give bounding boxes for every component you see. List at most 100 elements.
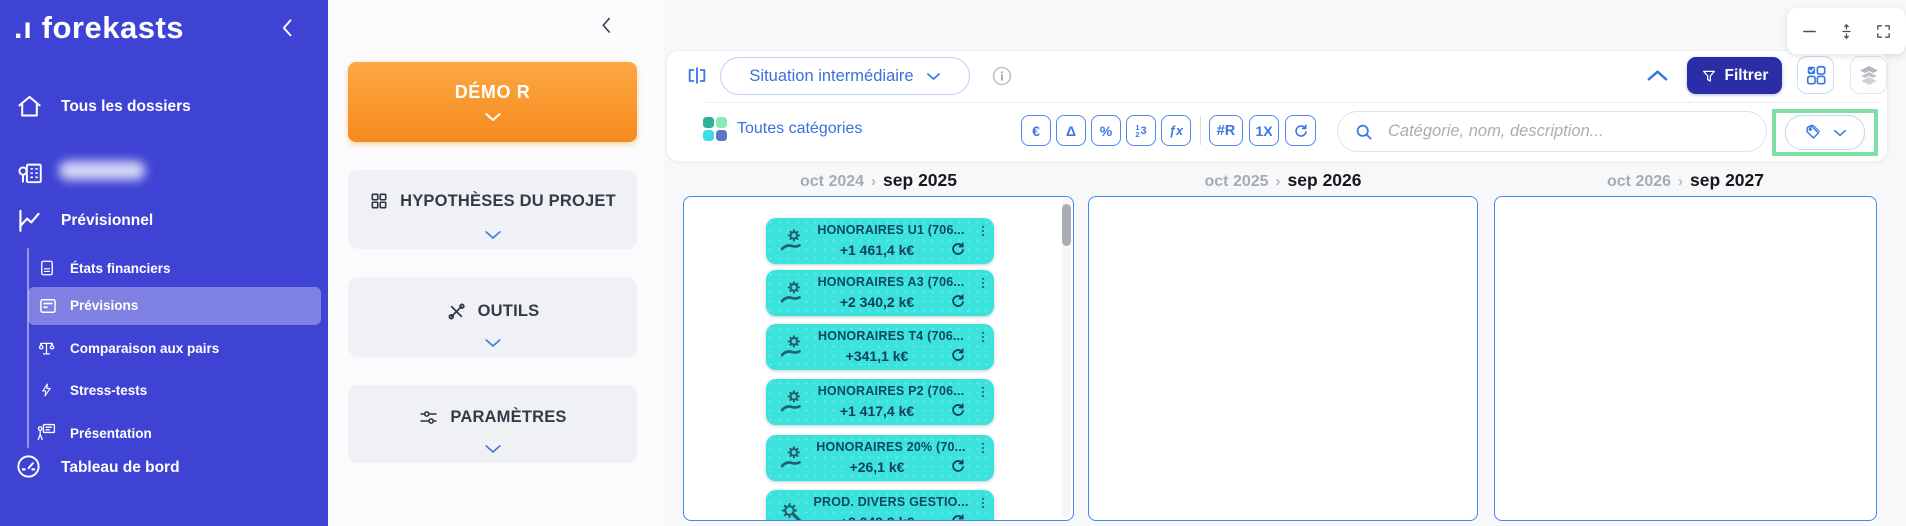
section-label: OUTILS [477, 302, 540, 320]
card-title: HONORAIRES P2 (706... [817, 384, 965, 398]
compare-columns-icon[interactable] [686, 66, 708, 85]
formula-button[interactable]: ƒx [1161, 115, 1191, 146]
grid-check-icon [1805, 64, 1827, 86]
chevron-down-icon [484, 230, 502, 240]
refresh-icon[interactable] [950, 402, 966, 418]
card-title: HONORAIRES T4 (706... [818, 329, 964, 343]
card-view-toggle-button[interactable] [1797, 56, 1834, 94]
logo-mark: .ı [14, 12, 33, 45]
sidebar-item-company[interactable] [0, 154, 328, 192]
card-menu-icon[interactable] [976, 275, 990, 291]
card-menu-icon[interactable] [976, 329, 990, 345]
layers-icon [1857, 63, 1881, 87]
forecast-card-icon [37, 296, 59, 316]
demo-project-label: DÉMO R [454, 82, 531, 102]
section-outils[interactable]: OUTILS [348, 277, 637, 357]
period-start: oct 2024 [800, 173, 865, 190]
card-menu-icon[interactable] [976, 223, 990, 239]
refresh-button[interactable] [1285, 115, 1316, 146]
view-select[interactable]: Situation intermédiaire [720, 57, 970, 95]
sidebar-item-tableau-de-bord[interactable]: Tableau de bord [0, 450, 328, 486]
refresh-icon[interactable] [950, 513, 966, 520]
highlight-annotation [1772, 109, 1878, 156]
gear-wrench-icon [777, 498, 807, 520]
sidebar-item-presentation[interactable]: Présentation [0, 418, 328, 448]
sidebar-item-label: Prévisions [70, 298, 139, 313]
grid-icon [369, 191, 389, 211]
tools-icon [446, 301, 467, 322]
section-label: HYPOTHÈSES DU PROJET [400, 191, 616, 210]
period-header: oct 2025 › sep 2026 [1088, 170, 1478, 196]
period-separator: › [1275, 173, 1281, 190]
search-field [1337, 111, 1767, 152]
collapse-toolbar-icon[interactable] [1646, 69, 1669, 82]
sidebar-item-tous-les-dossiers[interactable]: Tous les dossiers [0, 90, 328, 126]
period-header: oct 2026 › sep 2027 [1494, 170, 1877, 196]
fit-height-icon[interactable] [1838, 22, 1855, 41]
tags-dropdown-button[interactable] [1785, 115, 1865, 150]
forecast-card[interactable]: HONORAIRES A3 (706... +2 340,2 k€ [766, 270, 994, 316]
refresh-icon[interactable] [950, 347, 966, 363]
sidebar-item-previsions[interactable]: Prévisions [28, 287, 321, 325]
chevron-down-icon [926, 72, 941, 81]
card-value: +1 461,4 k€ [839, 242, 915, 258]
sidebar-item-etats-financiers[interactable]: États financiers [0, 254, 328, 284]
forecast-column-2026 [1088, 196, 1478, 521]
period-separator: › [1678, 173, 1684, 190]
subnav-connector [27, 248, 29, 448]
section-hypotheses-du-projet[interactable]: HYPOTHÈSES DU PROJET [348, 170, 637, 249]
card-value: +1 417,4 k€ [839, 403, 915, 419]
card-value: +341,1 k€ [845, 348, 909, 364]
card-menu-icon[interactable] [976, 384, 990, 400]
format-euro-button[interactable]: € [1021, 115, 1051, 146]
sidebar-item-previsionnel[interactable]: Prévisionnel [0, 204, 328, 240]
chevron-down-icon [1833, 129, 1847, 137]
section-parametres[interactable]: PARAMÈTRES [348, 385, 637, 463]
card-menu-icon[interactable] [976, 440, 990, 456]
category-filter-label[interactable]: Toutes catégories [737, 120, 863, 137]
hand-gear-icon [777, 387, 807, 417]
period-end: sep 2026 [1287, 170, 1362, 190]
format-percent-button[interactable]: % [1091, 115, 1121, 146]
forecast-card[interactable]: HONORAIRES P2 (706... +1 417,4 k€ [766, 379, 994, 425]
refresh-icon[interactable] [950, 293, 966, 309]
column-scrollbar-thumb[interactable] [1062, 204, 1071, 246]
scale-1x-button[interactable]: 1X [1249, 115, 1279, 146]
format-delta-button[interactable]: Δ [1056, 115, 1086, 146]
forecast-card[interactable]: HONORAIRES T4 (706... +341,1 k€ [766, 324, 994, 370]
card-menu-icon[interactable] [976, 495, 990, 511]
sidebar-item-label: Tous les dossiers [61, 98, 191, 115]
sidebar-item-comparaison-aux-pairs[interactable]: Comparaison aux pairs [0, 334, 328, 364]
card-title: HONORAIRES 20% (70... [816, 440, 966, 454]
panel-collapse-icon[interactable] [598, 13, 616, 36]
reference-toggle-button[interactable]: #R [1209, 115, 1243, 146]
info-icon[interactable] [991, 65, 1013, 87]
button-group-divider [1200, 116, 1201, 145]
fullscreen-icon[interactable] [1875, 23, 1892, 40]
column-scrollbar-track[interactable] [1062, 199, 1071, 518]
refresh-icon[interactable] [950, 241, 966, 257]
card-title: HONORAIRES U1 (706... [817, 223, 965, 237]
sidebar-item-label: Stress-tests [70, 383, 148, 398]
card-title: PROD. DIVERS GESTIO... [813, 495, 969, 509]
app-logo[interactable]: .ı forekasts [14, 10, 184, 46]
forecast-card[interactable]: HONORAIRES 20% (70... +26,1 k€ [766, 435, 994, 481]
section-label: PARAMÈTRES [450, 408, 567, 426]
hand-gear-icon [777, 278, 807, 308]
search-input[interactable] [1386, 121, 1750, 142]
demo-project-button[interactable]: DÉMO R [348, 62, 637, 142]
forecast-card[interactable]: HONORAIRES U1 (706... +1 461,4 k€ [766, 218, 994, 264]
window-controls [1787, 8, 1906, 54]
layers-button[interactable] [1850, 56, 1887, 94]
forecast-card[interactable]: PROD. DIVERS GESTIO... +2 049,9 k€ [766, 490, 994, 520]
chevron-down-icon [484, 338, 502, 348]
sidebar-item-label: Tableau de bord [61, 459, 180, 476]
filter-button[interactable]: Filtrer [1687, 57, 1782, 94]
chevron-down-icon [484, 444, 502, 454]
zoom-out-icon[interactable] [1801, 23, 1818, 40]
sidebar-collapse-icon[interactable] [278, 14, 298, 40]
sidebar-item-stress-tests[interactable]: Stress-tests [0, 376, 328, 406]
refresh-icon[interactable] [950, 458, 966, 474]
